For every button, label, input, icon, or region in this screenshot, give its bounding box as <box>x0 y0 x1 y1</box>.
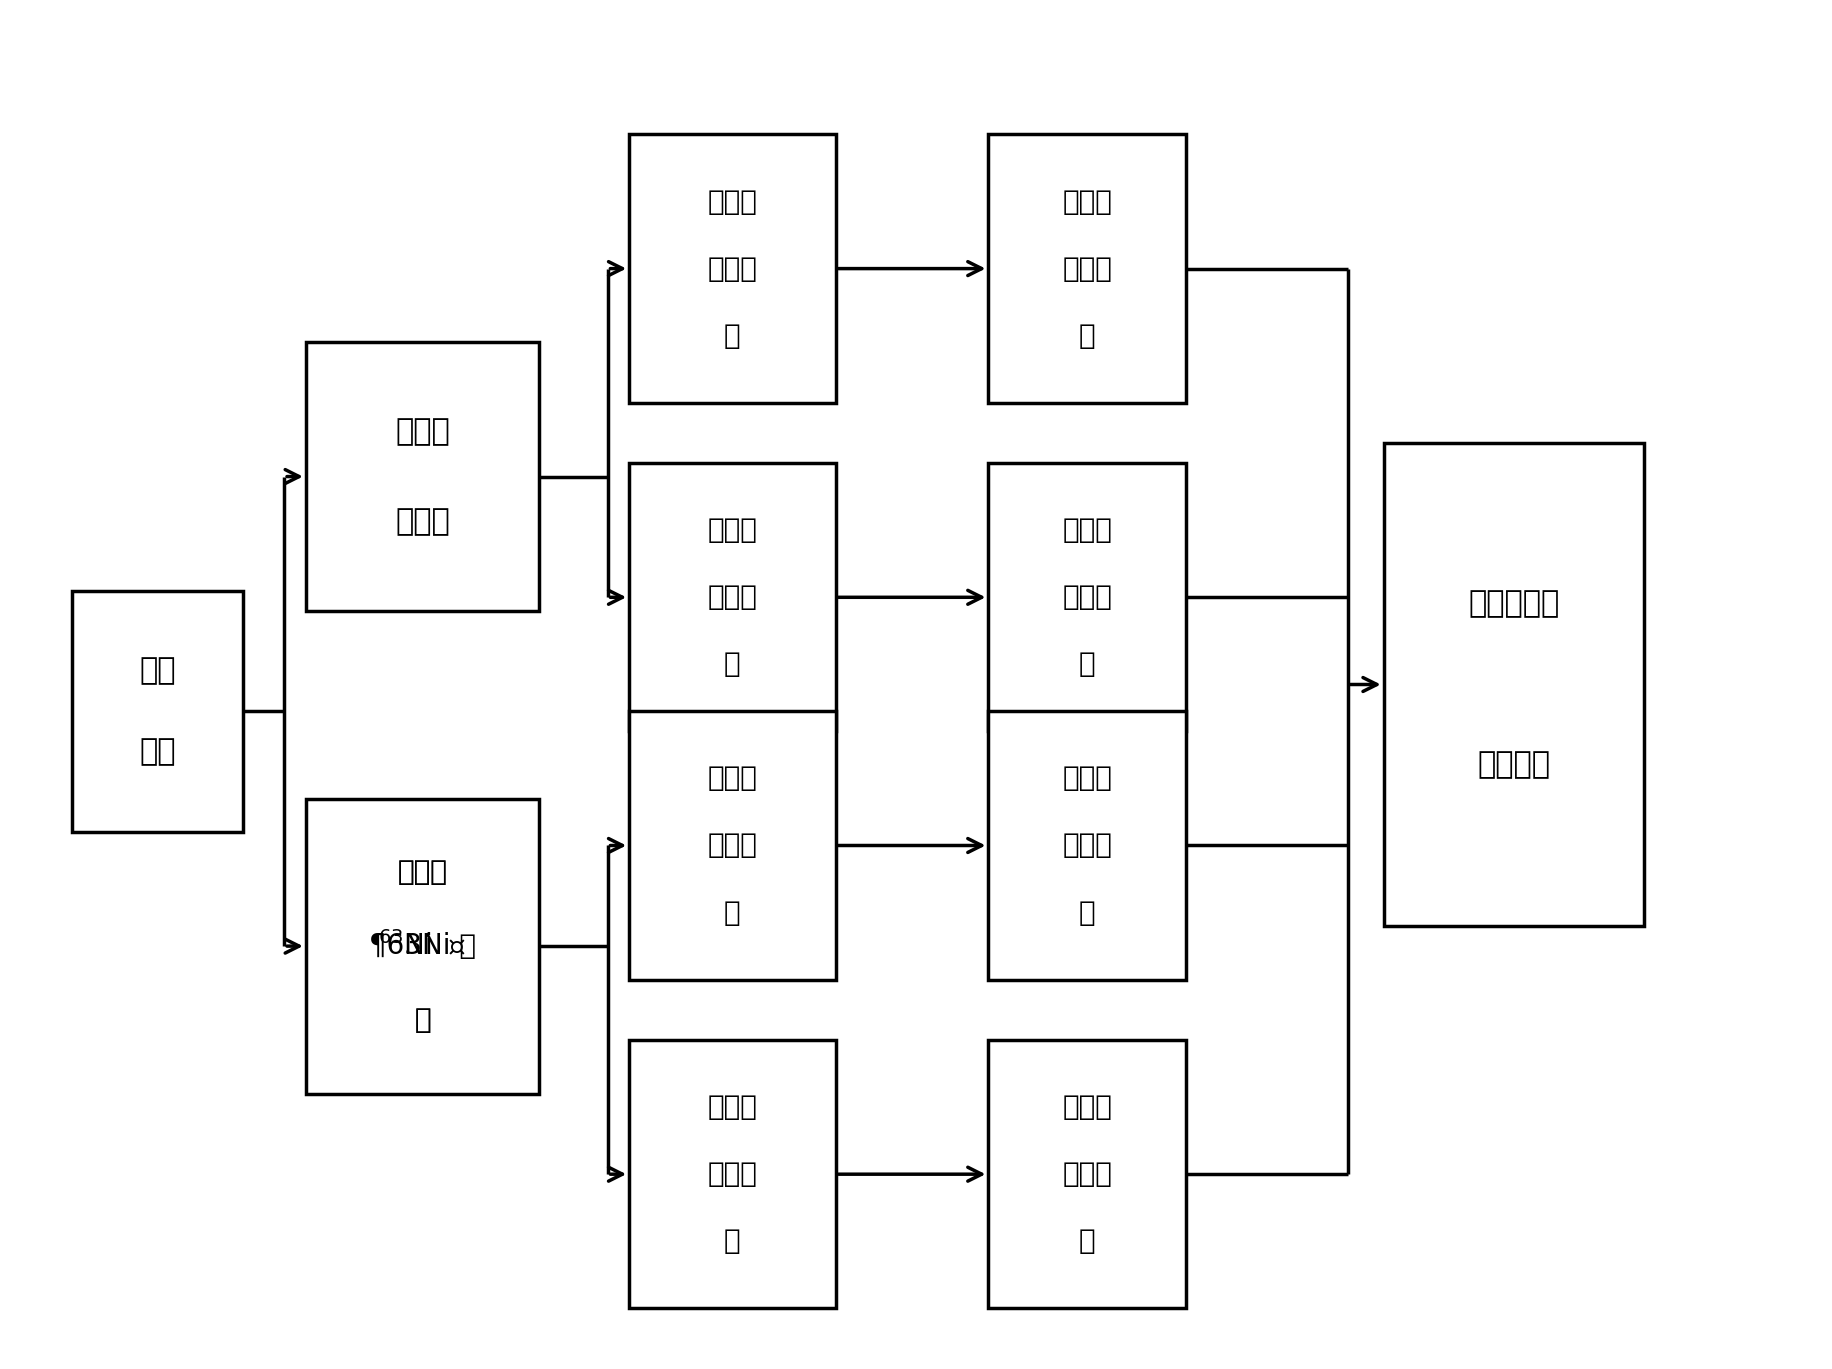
Bar <box>987 134 1185 402</box>
Bar <box>306 798 539 1094</box>
Text: 放射性: 放射性 <box>398 858 447 886</box>
Text: 离: 离 <box>414 1006 431 1034</box>
Text: 信号谱: 信号谱 <box>1061 255 1112 282</box>
Text: 分析系统: 分析系统 <box>1477 750 1550 779</box>
Text: 测: 测 <box>724 650 740 679</box>
Text: 正离子: 正离子 <box>707 764 757 793</box>
Bar <box>987 712 1185 980</box>
Bar <box>71 590 242 832</box>
Text: 模式检: 模式检 <box>707 583 757 612</box>
Text: 测: 测 <box>724 1227 740 1255</box>
Text: 正离子: 正离子 <box>1061 764 1112 793</box>
Text: 样品: 样品 <box>139 737 176 767</box>
Text: $^{63}$Ni  电: $^{63}$Ni 电 <box>377 931 467 961</box>
Text: 测: 测 <box>724 322 740 349</box>
Text: 图: 图 <box>1079 650 1096 679</box>
Bar <box>628 1040 835 1309</box>
Bar <box>628 134 835 402</box>
Text: 信号谱: 信号谱 <box>1061 1160 1112 1188</box>
Text: 负离子: 负离子 <box>707 516 757 545</box>
Bar <box>628 463 835 731</box>
Text: 气体: 气体 <box>139 657 176 686</box>
Bar <box>987 1040 1185 1309</box>
Text: 负离子: 负离子 <box>1061 516 1112 545</box>
Text: 信号谱: 信号谱 <box>1061 831 1112 860</box>
Text: ¶63Ni 电: ¶63Ni 电 <box>368 932 476 960</box>
Text: 模式检: 模式检 <box>707 831 757 860</box>
Text: 模式检: 模式检 <box>707 255 757 282</box>
Text: 模式检: 模式检 <box>707 1160 757 1188</box>
Text: 正离子: 正离子 <box>1061 188 1112 215</box>
Bar <box>628 712 835 980</box>
Text: 离: 离 <box>414 1006 431 1034</box>
Text: 化电离: 化电离 <box>396 507 449 535</box>
Text: 测: 测 <box>724 898 740 927</box>
Text: 光离子: 光离子 <box>396 418 449 446</box>
Text: 放射性: 放射性 <box>398 858 447 886</box>
Text: 负离子: 负离子 <box>707 1092 757 1121</box>
Bar <box>1383 444 1643 925</box>
Text: 信号谱: 信号谱 <box>1061 583 1112 612</box>
Text: 图: 图 <box>1079 322 1096 349</box>
Text: 图: 图 <box>1079 1227 1096 1255</box>
Bar <box>987 463 1185 731</box>
Text: 图: 图 <box>1079 898 1096 927</box>
Bar <box>306 342 539 611</box>
Text: 正离子: 正离子 <box>707 188 757 215</box>
Text: 负离子: 负离子 <box>1061 1092 1112 1121</box>
Text: 数据处理与: 数据处理与 <box>1467 590 1559 619</box>
